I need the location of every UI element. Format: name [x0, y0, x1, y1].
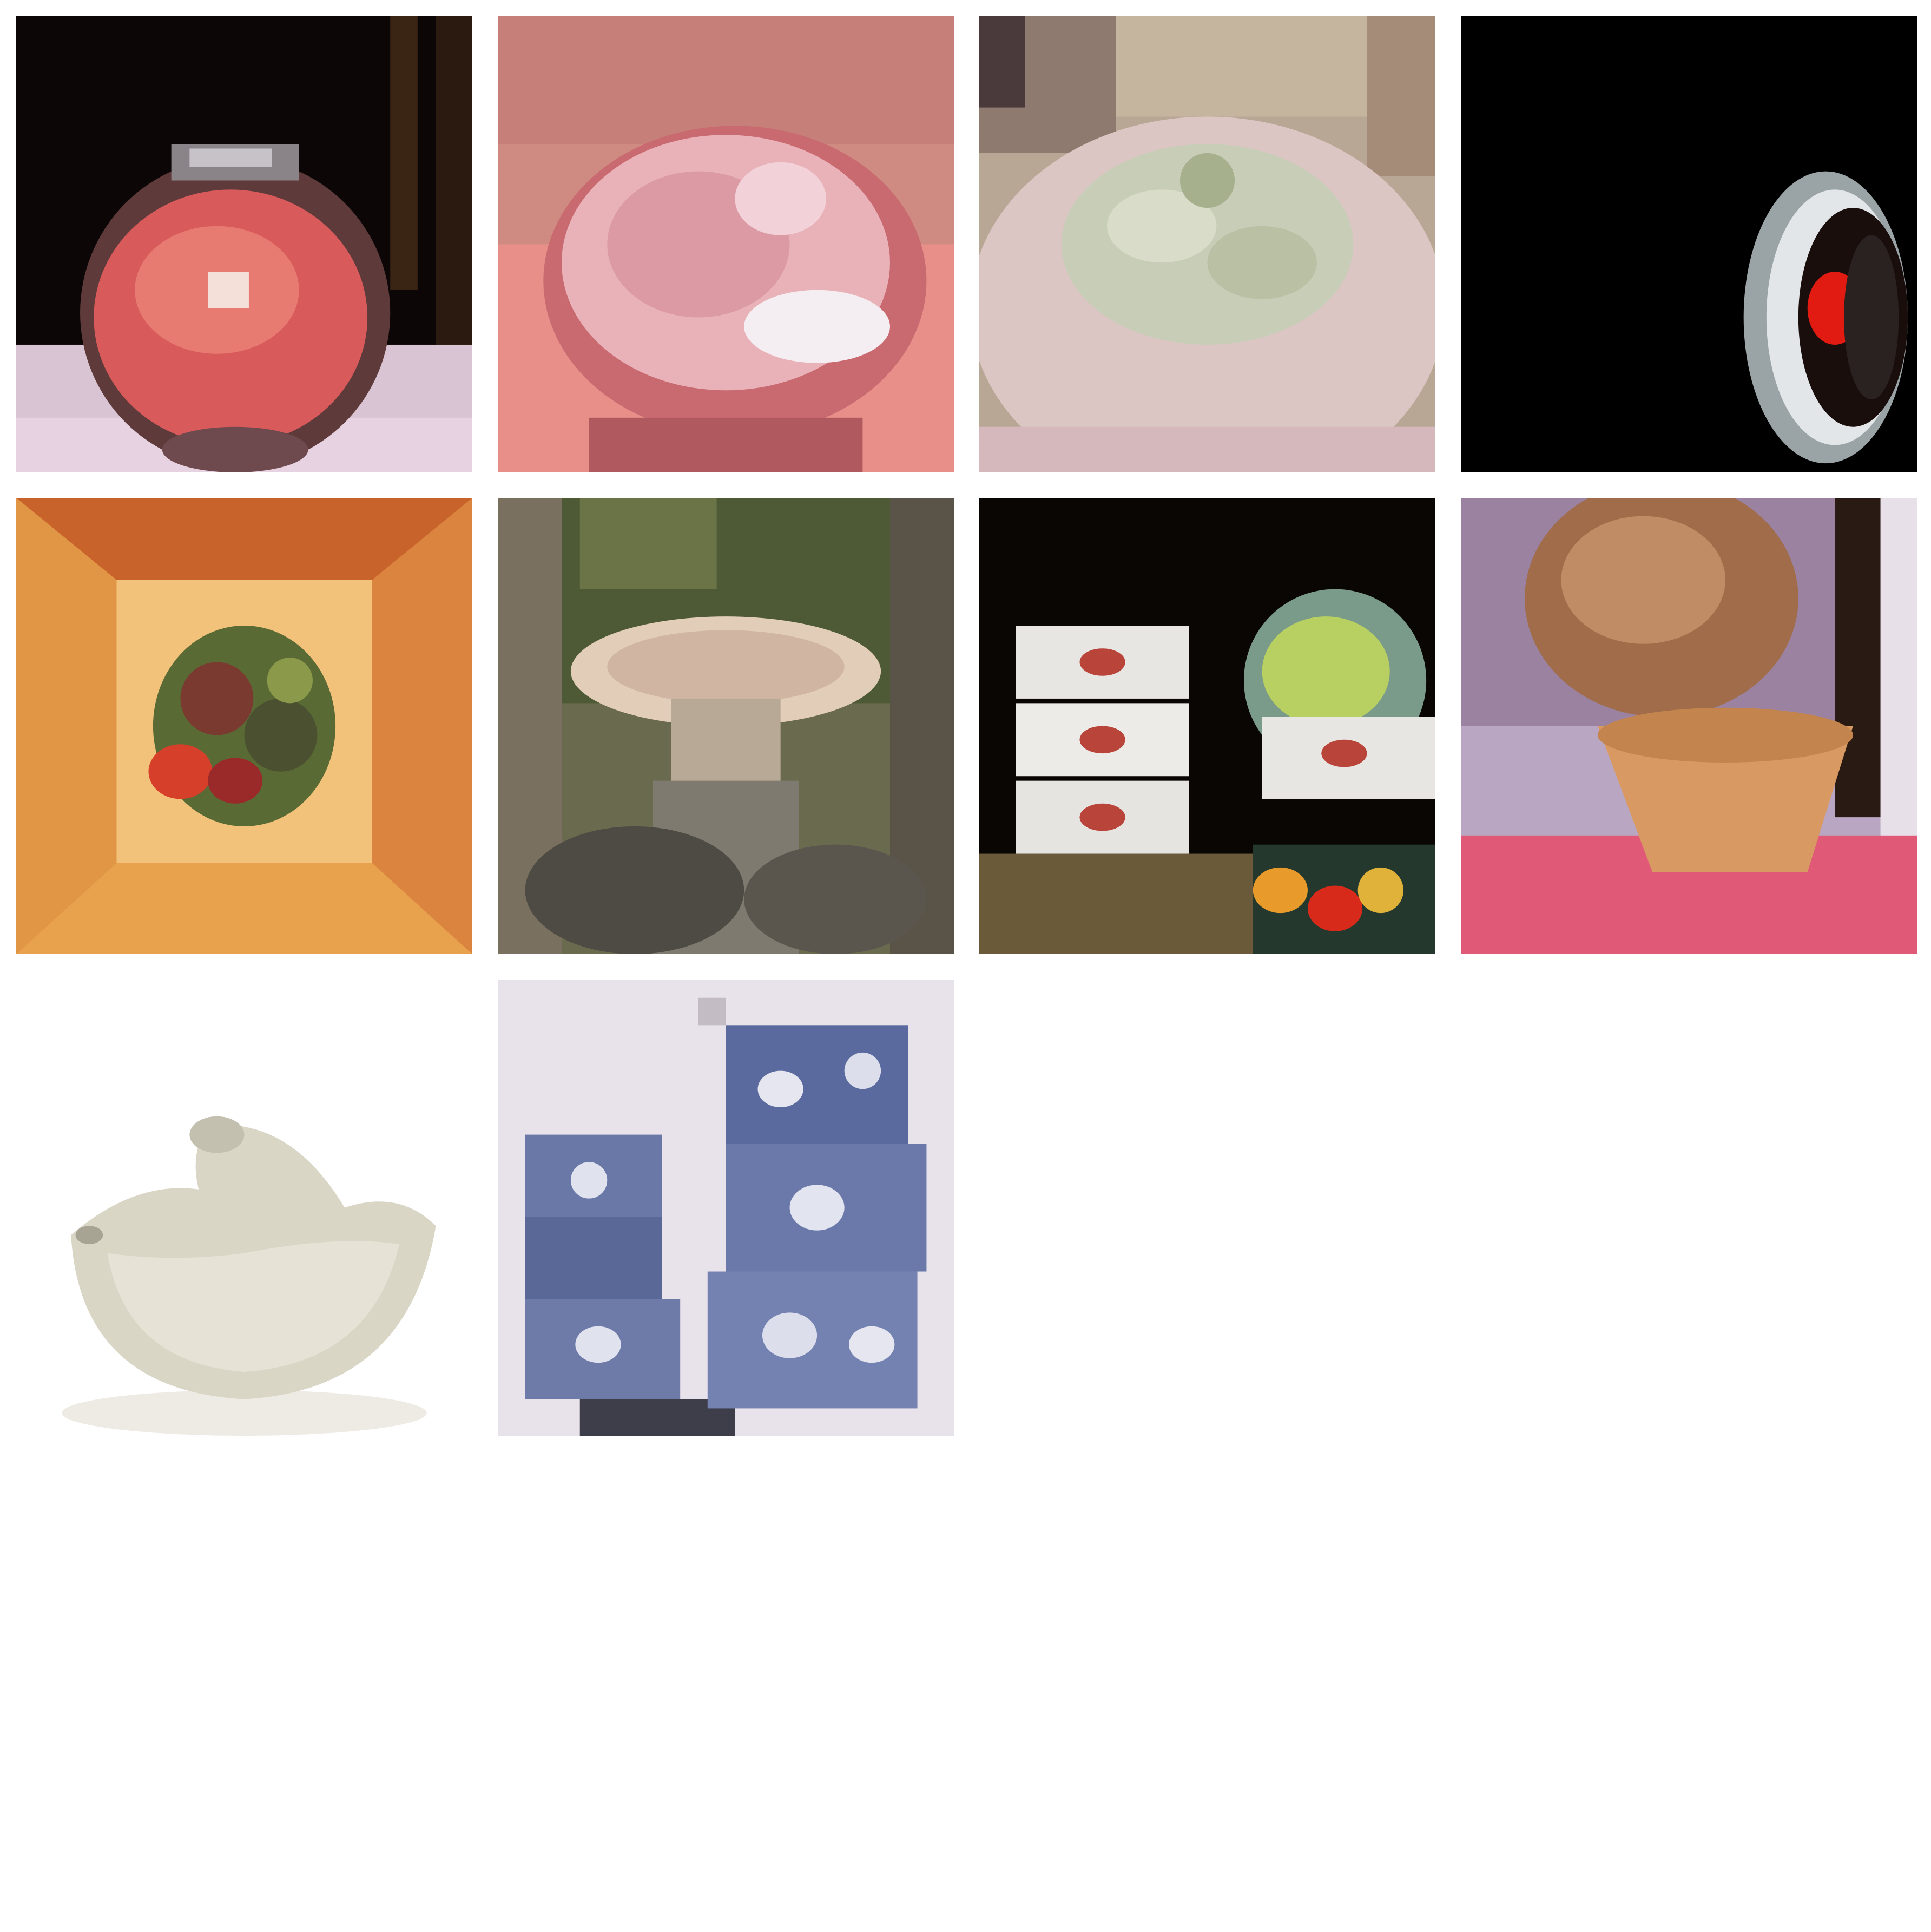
bowl-orange-salad-icon [16, 498, 472, 954]
bowl-white-ceramic-icon [16, 980, 472, 1436]
bowl-red-glass-icon [16, 16, 472, 472]
bowl-wooden-icon [1461, 498, 1917, 954]
bowl-stone-birdbath-icon [498, 498, 954, 954]
bowl-pink-closeup-icon [498, 16, 954, 472]
bowl-stacked-boxes-icon [979, 498, 1435, 954]
bowl-dark-red-icon [1461, 16, 1917, 472]
bowl-blue-white-porcelain-icon [498, 980, 954, 1436]
bowl-white-rice-icon [979, 16, 1435, 472]
